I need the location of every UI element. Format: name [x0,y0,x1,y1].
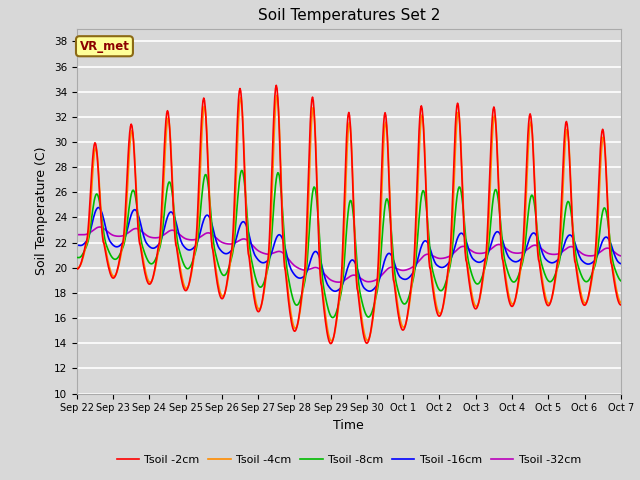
Tsoil -8cm [395,290,403,296]
Line: Tsoil -8cm: Tsoil -8cm [77,170,621,318]
Tsoil -32cm [95,224,103,230]
Tsoil -4cm [193,243,200,249]
Tsoil -4cm [216,287,223,293]
Tsoil -32cm [73,232,81,238]
Tsoil -4cm [273,92,281,98]
Tsoil -8cm [73,254,81,260]
Tsoil -2cm [73,266,81,272]
Title: Soil Temperatures Set 2: Soil Temperatures Set 2 [258,9,440,24]
Line: Tsoil -16cm: Tsoil -16cm [77,207,621,291]
Tsoil -4cm [395,308,403,314]
Line: Tsoil -4cm: Tsoil -4cm [77,95,621,341]
Tsoil -32cm [342,276,349,282]
Tsoil -4cm [568,217,576,223]
Tsoil -32cm [193,236,201,242]
Tsoil -16cm [73,242,81,248]
Tsoil -8cm [568,221,576,227]
Tsoil -8cm [193,246,200,252]
Tsoil -16cm [193,240,201,246]
Tsoil -8cm [237,168,245,173]
Text: VR_met: VR_met [79,40,129,53]
Tsoil -2cm [216,292,223,298]
Tsoil -2cm [193,236,200,241]
Tsoil -2cm [327,341,335,347]
Tsoil -32cm [216,239,224,244]
Tsoil -8cm [329,315,337,321]
Tsoil -4cm [73,265,81,271]
Y-axis label: Soil Temperature (C): Soil Temperature (C) [35,147,48,276]
Tsoil -16cm [332,288,339,294]
Tsoil -8cm [617,278,625,284]
Tsoil -8cm [342,238,349,243]
Tsoil -32cm [395,266,403,272]
Tsoil -16cm [95,204,102,210]
Tsoil -2cm [617,302,625,308]
Tsoil -32cm [617,253,625,259]
Tsoil -16cm [395,272,403,278]
Tsoil -8cm [449,246,456,252]
Tsoil -4cm [449,226,456,232]
Tsoil -2cm [342,154,349,159]
Tsoil -16cm [617,261,625,266]
Line: Tsoil -32cm: Tsoil -32cm [77,227,621,282]
Tsoil -32cm [449,252,456,257]
Tsoil -32cm [568,244,576,250]
Tsoil -16cm [216,247,224,253]
Tsoil -16cm [449,252,456,258]
Tsoil -16cm [568,234,576,240]
Tsoil -4cm [342,183,349,189]
Tsoil -32cm [335,279,343,285]
Legend: Tsoil -2cm, Tsoil -4cm, Tsoil -8cm, Tsoil -16cm, Tsoil -32cm: Tsoil -2cm, Tsoil -4cm, Tsoil -8cm, Tsoi… [112,450,586,469]
Tsoil -4cm [617,300,625,305]
Tsoil -2cm [568,225,576,231]
Tsoil -2cm [395,314,403,320]
Tsoil -8cm [216,266,223,272]
Tsoil -2cm [449,202,456,207]
Line: Tsoil -2cm: Tsoil -2cm [77,85,621,344]
Tsoil -4cm [328,338,335,344]
Tsoil -2cm [273,83,280,88]
Tsoil -16cm [342,272,349,277]
X-axis label: Time: Time [333,419,364,432]
